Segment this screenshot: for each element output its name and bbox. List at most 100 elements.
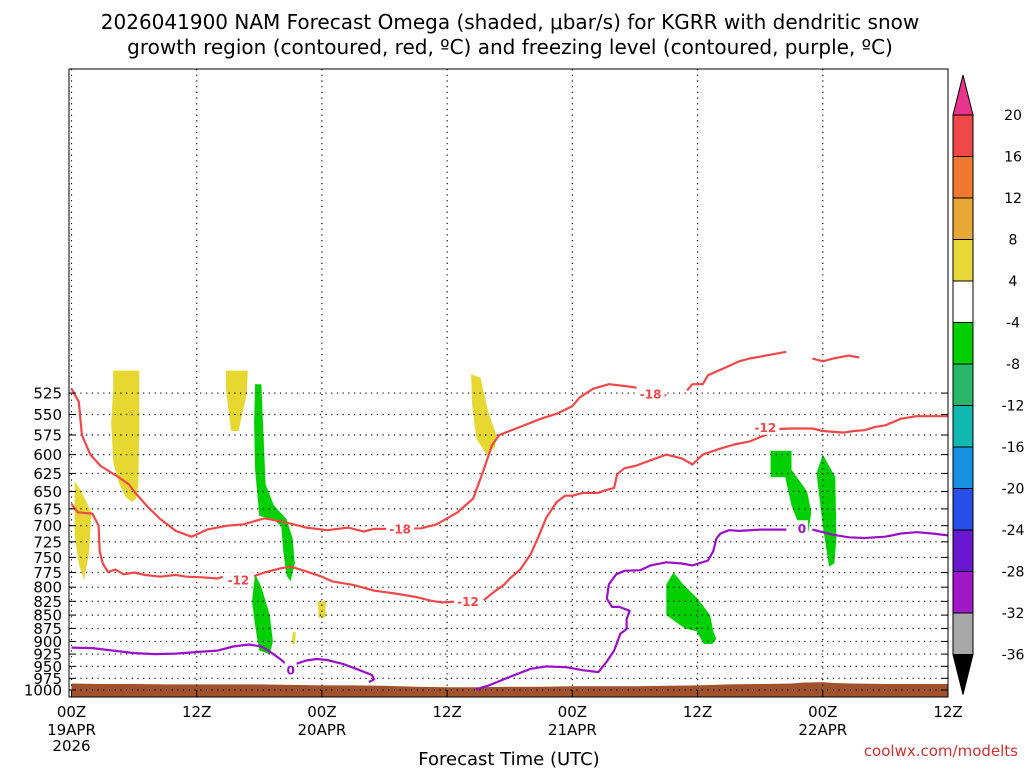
dgz-contour-label-3: -18 (640, 387, 662, 401)
y-tick-label-925: 925 (33, 646, 62, 664)
positive-omega-region-2 (225, 370, 248, 431)
dgz-contour-label-0-bg (386, 520, 415, 536)
x-tick-sublabel-24-0: 20APR (298, 721, 347, 739)
freezing-contour-label-3: 0 (798, 522, 806, 536)
chart-title-line-1: 2026041900 NAM Forecast Omega (shaded, μ… (101, 10, 919, 34)
colorbar-bin-11 (952, 529, 974, 572)
y-tick-label-850: 850 (33, 607, 62, 625)
terrain-fill (71, 682, 948, 697)
colorbar-bin-3 (952, 197, 974, 240)
y-tick-label-550: 550 (33, 406, 62, 424)
x-tick-label-36: 12Z (432, 703, 461, 721)
colorbar-bin-2 (952, 156, 974, 199)
y-tick-label-525: 525 (33, 385, 62, 403)
colorbar-bottom-arrow (952, 654, 974, 695)
omega-shading-layer (74, 370, 837, 655)
dgz-contour-7 (770, 415, 948, 434)
source-credit: coolwx.com/modelts (864, 742, 1018, 760)
dgz-contour-2 (812, 354, 860, 363)
colorbar-bin-1 (952, 114, 974, 157)
y-tick-label-1000: 1000 (24, 682, 62, 700)
x-tick-sublabel-0-1: 2026 (52, 737, 90, 755)
colorbar-bin-10 (952, 488, 974, 531)
y-tick-label-825: 825 (33, 593, 62, 611)
colorbar-bin-13 (952, 612, 974, 655)
y-tick-label-600: 600 (33, 446, 62, 464)
colorbar-label-10: -24 (1002, 523, 1024, 539)
freezing-level-layer (71, 528, 948, 691)
x-tick-label-24: 00Z (307, 703, 336, 721)
x-axis-title: Forecast Time (UTC) (418, 749, 599, 768)
x-tick-label-84: 12Z (933, 703, 962, 721)
x-tick-label-0: 00Z (57, 703, 86, 721)
dgz-contour-label-4-bg (224, 572, 253, 588)
chart-title-line-2: growth region (contoured, red, ºC) and f… (127, 35, 893, 59)
y-tick-label-675: 675 (33, 500, 62, 518)
freezing-contour-3 (812, 528, 948, 540)
x-tick-label-72: 00Z (808, 703, 837, 721)
plot-frame (68, 68, 949, 698)
colorbar-label-5: -4 (1006, 316, 1020, 332)
dgz-contour-layer (70, 350, 948, 604)
y-axis: 5255505756006256506757007257507758008258… (24, 385, 948, 700)
y-tick-label-950: 950 (33, 658, 62, 676)
positive-omega-region-1 (74, 480, 92, 581)
positive-omega-region-0 (111, 370, 140, 502)
colorbar-label-13: -36 (1002, 648, 1024, 664)
dgz-contour-4 (70, 503, 224, 580)
dgz-contour-label-3-bg (636, 385, 665, 401)
x-tick-label-12: 12Z (182, 703, 211, 721)
positive-omega-region-3 (471, 374, 497, 455)
colorbar-bin-6 (952, 322, 974, 365)
dgz-contour-label-0: -18 (389, 522, 411, 536)
dgz-contour-0 (70, 383, 667, 538)
colorbar-bin-5 (952, 280, 974, 323)
colorbar: 20 16 12 8 4 -4 -8 -12 -16 -20 -24 -28 -32 -36 (952, 74, 1024, 695)
colorbar-bin-7 (952, 363, 974, 406)
colorbar-label-9: -20 (1002, 482, 1024, 498)
y-tick-label-650: 650 (33, 483, 62, 501)
y-tick-label-750: 750 (33, 549, 62, 567)
x-tick-label-60: 12Z (683, 703, 712, 721)
negative-omega-region-6 (254, 384, 295, 582)
freezing-contour-label-0-bg (284, 662, 297, 678)
colorbar-bin-12 (952, 571, 974, 614)
colorbar-label-7: -12 (1002, 399, 1024, 415)
colorbar-label-2: 12 (1004, 191, 1022, 207)
freezing-contour-label-0: 0 (286, 664, 294, 678)
colorbar-label-8: -16 (1002, 440, 1024, 456)
dgz-contour-label-4: -12 (228, 574, 250, 588)
positive-omega-region-4 (317, 601, 327, 618)
dgz-contour-label-7-bg (751, 419, 780, 435)
colorbar-top-arrow (952, 74, 974, 116)
colorbar-label-12: -32 (1002, 606, 1024, 622)
x-tick-sublabel-48-0: 21APR (548, 721, 597, 739)
gridlines (69, 69, 948, 697)
plot-area (69, 69, 948, 697)
negative-omega-region-9 (770, 450, 812, 533)
positive-omega-region-5 (291, 632, 296, 644)
colorbar-label-6: -8 (1006, 357, 1020, 373)
colorbar-bin-4 (952, 239, 974, 282)
y-tick-label-975: 975 (33, 670, 62, 688)
colorbar-bin-8 (952, 405, 974, 448)
freezing-contour-label-3-bg (795, 520, 808, 536)
freezing-contour-2 (474, 528, 787, 691)
colorbar-label-1: 16 (1004, 150, 1022, 166)
dgz-contour-label-6-bg (454, 593, 483, 609)
y-tick-label-725: 725 (33, 533, 62, 551)
dgz-contour-6 (483, 429, 777, 602)
x-tick-label-48: 00Z (558, 703, 587, 721)
x-tick-sublabel-0-0: 19APR (47, 721, 96, 739)
terrain-layer (71, 682, 948, 697)
colorbar-label-11: -28 (1002, 565, 1024, 581)
dgz-contour-1 (686, 350, 787, 392)
colorbar-label-3: 8 (1009, 233, 1018, 249)
y-tick-label-625: 625 (33, 465, 62, 483)
y-tick-label-775: 775 (33, 564, 62, 582)
y-tick-label-700: 700 (33, 517, 62, 535)
freezing-contour-1 (295, 657, 376, 684)
y-tick-label-900: 900 (33, 633, 62, 651)
